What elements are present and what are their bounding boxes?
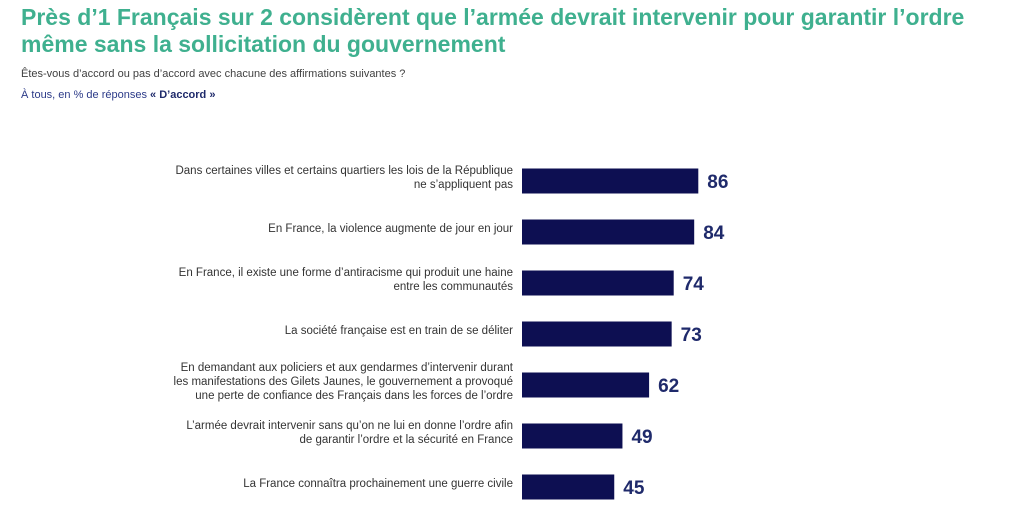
category-label-5-line-2: les manifestations des Gilets Jaunes, le… xyxy=(173,376,513,388)
category-label-6: L’armée devrait intervenir sans qu’on ne… xyxy=(133,419,513,447)
value-label-7: 45 xyxy=(623,478,645,499)
value-label-1: 86 xyxy=(707,172,728,193)
survey-base-accent: « D’accord » xyxy=(150,89,216,101)
category-label-4: La société française est en train de se … xyxy=(133,324,513,338)
category-label-6-line-1: L’armée devrait intervenir sans qu’on ne… xyxy=(186,420,513,432)
bar-7 xyxy=(522,474,615,500)
bar-6 xyxy=(522,423,623,449)
bar-3 xyxy=(522,270,674,296)
category-label-7: La France connaîtra prochainement une gu… xyxy=(133,477,513,491)
category-label-5: En demandant aux policiers et aux gendar… xyxy=(133,361,513,403)
chart-title: Près d’1 Français sur 2 considèrent que … xyxy=(21,4,965,57)
category-label-3-line-2: entre les communautés xyxy=(393,281,513,293)
category-label-5-line-3: une perte de confiance des Français dans… xyxy=(195,390,513,402)
bar-1 xyxy=(522,168,699,194)
category-label-1: Dans certaines villes et certains quarti… xyxy=(133,164,513,192)
category-label-1-line-1: Dans certaines villes et certains quarti… xyxy=(175,165,513,177)
category-label-2: En France, la violence augmente de jour … xyxy=(133,222,513,236)
category-label-1-line-2: ne s’appliquent pas xyxy=(413,179,513,191)
survey-base-text: À tous, en % de réponses xyxy=(21,89,151,101)
value-label-4: 73 xyxy=(681,325,702,346)
category-label-5-line-1: En demandant aux policiers et aux gendar… xyxy=(180,362,513,374)
category-label-2-line-1: En France, la violence augmente de jour … xyxy=(268,223,513,235)
value-label-5: 62 xyxy=(658,376,679,397)
category-label-3-line-1: En France, il existe une forme d’antirac… xyxy=(178,267,513,279)
bar-2 xyxy=(522,219,695,245)
category-label-6-line-2: de garantir l’ordre et la sécurité en Fr… xyxy=(299,434,514,446)
category-label-7-line-1: La France connaîtra prochainement une gu… xyxy=(243,478,513,490)
value-label-2: 84 xyxy=(703,223,725,244)
category-label-4-line-1: La société française est en train de se … xyxy=(284,325,513,337)
survey-base: À tous, en % de réponses « D’accord » xyxy=(21,89,215,101)
value-label-6: 49 xyxy=(631,427,652,448)
bar-5 xyxy=(522,372,650,398)
survey-question: Êtes-vous d’accord ou pas d’accord avec … xyxy=(21,68,406,80)
category-label-3: En France, il existe une forme d’antirac… xyxy=(133,266,513,294)
bar-4 xyxy=(522,321,672,347)
value-label-3: 74 xyxy=(683,274,705,295)
